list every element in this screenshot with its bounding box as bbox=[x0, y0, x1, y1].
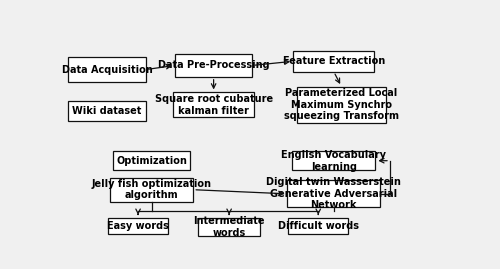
Text: Square root cubature
kalman filter: Square root cubature kalman filter bbox=[154, 94, 272, 116]
Text: Data Pre-Processing: Data Pre-Processing bbox=[158, 61, 270, 70]
Text: Optimization: Optimization bbox=[116, 156, 187, 166]
FancyBboxPatch shape bbox=[297, 87, 386, 123]
Text: Data Acquisition: Data Acquisition bbox=[62, 65, 152, 75]
Text: Feature Extraction: Feature Extraction bbox=[282, 56, 385, 66]
Text: Digital twin Wasserstein
Generative Adversarial
Network: Digital twin Wasserstein Generative Adve… bbox=[266, 177, 401, 210]
Text: Wiki dataset: Wiki dataset bbox=[72, 106, 142, 116]
Text: Easy words: Easy words bbox=[107, 221, 169, 231]
FancyBboxPatch shape bbox=[68, 57, 146, 82]
FancyBboxPatch shape bbox=[288, 218, 348, 234]
Text: Difficult words: Difficult words bbox=[278, 221, 359, 231]
FancyBboxPatch shape bbox=[287, 180, 380, 207]
FancyBboxPatch shape bbox=[108, 218, 168, 234]
FancyBboxPatch shape bbox=[113, 151, 190, 170]
Text: Parameterized Local
Maximum Synchro
squeezing Transform: Parameterized Local Maximum Synchro sque… bbox=[284, 88, 399, 121]
FancyBboxPatch shape bbox=[198, 218, 260, 236]
FancyBboxPatch shape bbox=[173, 92, 254, 117]
FancyBboxPatch shape bbox=[110, 178, 194, 201]
Text: English Vocabulary
learning: English Vocabulary learning bbox=[281, 150, 386, 172]
FancyBboxPatch shape bbox=[293, 51, 374, 72]
Text: Intermediate
words: Intermediate words bbox=[194, 216, 265, 238]
Text: Jelly fish optimization
algorithm: Jelly fish optimization algorithm bbox=[92, 179, 212, 200]
FancyBboxPatch shape bbox=[292, 151, 376, 170]
FancyBboxPatch shape bbox=[68, 101, 146, 121]
FancyBboxPatch shape bbox=[175, 54, 252, 77]
